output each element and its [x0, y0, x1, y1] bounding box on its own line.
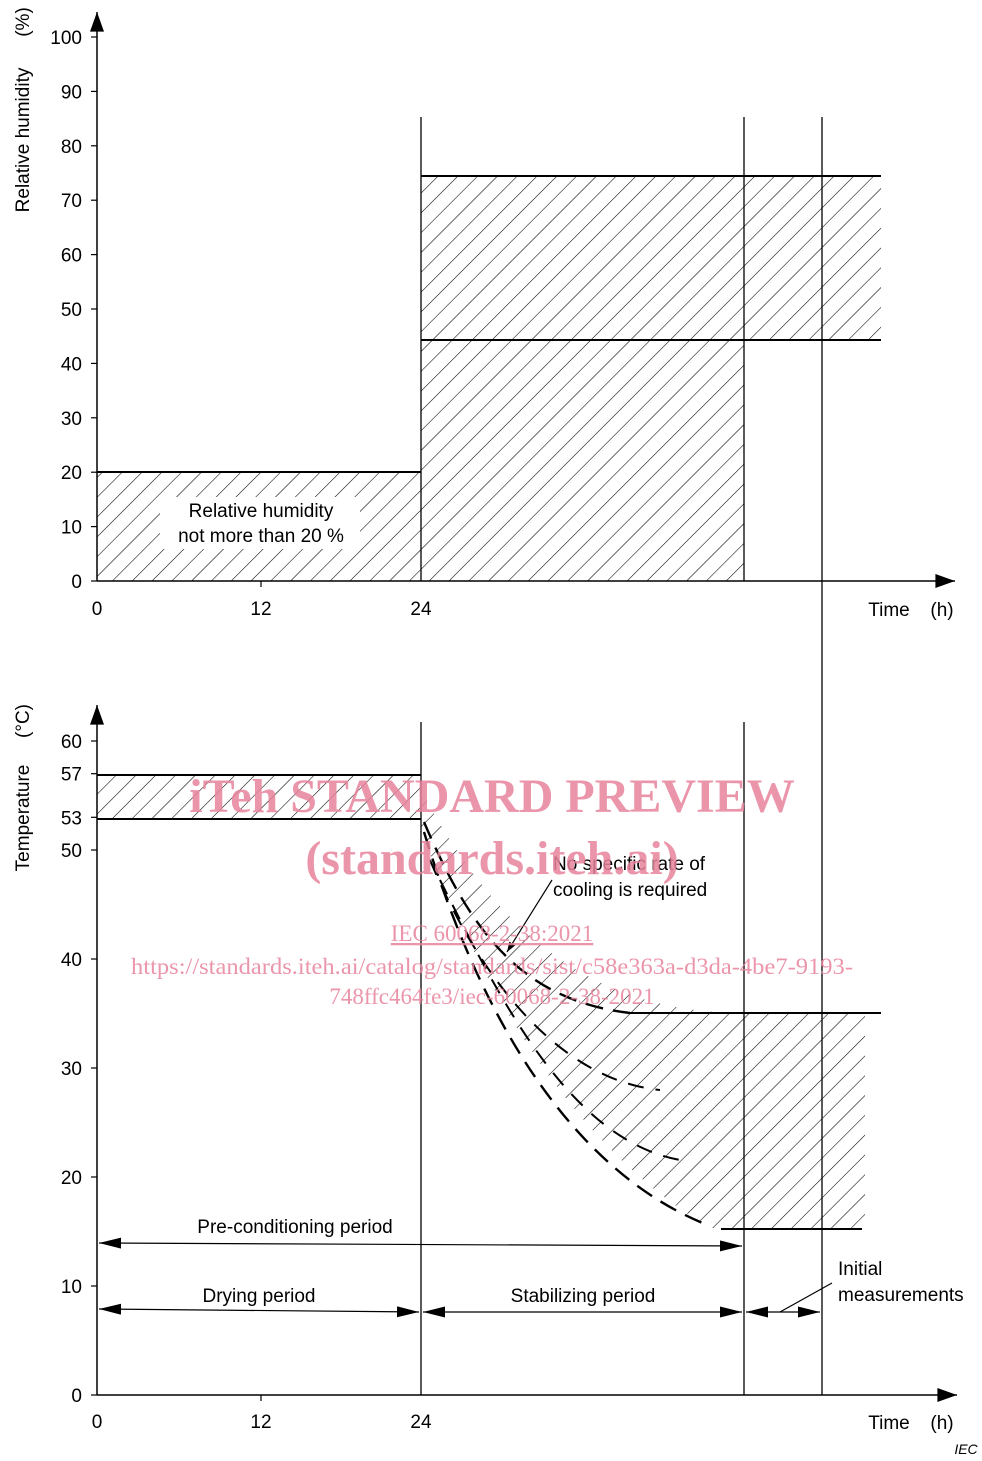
- cooling-region: [421, 790, 744, 1228]
- humidity-y-tick-label-10: 10: [61, 518, 82, 539]
- temperature-y-tick-label-57: 57: [61, 765, 82, 786]
- temperature-y-tick-label-0: 0: [71, 1386, 82, 1407]
- watermark-line3: IEC 60068-2-38:2021: [391, 921, 594, 946]
- humidity-annotation-line1: Relative humidity: [189, 501, 334, 522]
- preconditioning-period-arrow: [98, 1237, 743, 1252]
- humidity-y-axis-unit: (%): [13, 7, 34, 37]
- temperature-y-tick-label-40: 40: [61, 950, 82, 971]
- humidity-y-tick-label-50: 50: [61, 300, 82, 321]
- humidity-y-tick-label-90: 90: [61, 82, 82, 103]
- watermark: iTeh STANDARD PREVIEW (standards.iteh.ai…: [131, 770, 853, 1009]
- humidity-x-axis-label: Time: [868, 600, 910, 621]
- preconditioning-period-label: Pre-conditioning period: [197, 1217, 392, 1238]
- humidity-y-tick-label-80: 80: [61, 137, 82, 158]
- stabilizing-temperature-band: [744, 1013, 865, 1229]
- temperature-y-tick-label-30: 30: [61, 1059, 82, 1080]
- iec-credit: IEC: [954, 1441, 978, 1457]
- humidity-y-tick-label-70: 70: [61, 191, 82, 212]
- humidity-y-tick-label-100: 100: [50, 28, 82, 49]
- drying-period-arrow: [98, 1303, 420, 1318]
- temperature-x-tick-0: 0: [92, 1412, 103, 1433]
- initial-measurements-line1: Initial: [838, 1259, 882, 1280]
- watermark-line5: 748ffc464fe3/iec-60068-2-38-2021: [329, 984, 654, 1009]
- humidity-y-ticks: 0 10 20 30 40 50 60 70 80 90 100: [50, 28, 97, 593]
- temperature-x-tick-24: 24: [410, 1412, 432, 1433]
- drying-temperature-band: [97, 775, 421, 819]
- stabilizing-period-label: Stabilizing period: [511, 1286, 656, 1307]
- humidity-y-tick-label-0: 0: [71, 572, 82, 593]
- watermark-line4: https://standards.iteh.ai/catalog/standa…: [131, 954, 853, 979]
- temperature-y-tick-label-53: 53: [61, 808, 82, 829]
- temperature-x-tick-12: 12: [250, 1412, 271, 1433]
- temperature-y-axis-unit: (°C): [13, 704, 34, 738]
- temperature-y-tick-label-10: 10: [61, 1277, 82, 1298]
- humidity-annotation-line2: not more than 20 %: [178, 526, 344, 547]
- humidity-y-tick-label-20: 20: [61, 463, 82, 484]
- humidity-y-tick-label-60: 60: [61, 246, 82, 267]
- initial-measurements-line2: measurements: [838, 1285, 964, 1306]
- temperature-y-tick-label-60: 60: [61, 732, 82, 753]
- temperature-x-axis-unit: (h): [930, 1413, 953, 1434]
- temperature-chart: No specific rate of cooling is required …: [13, 704, 964, 1434]
- temperature-y-tick-label-20: 20: [61, 1168, 82, 1189]
- cooling-note-arrow: [506, 879, 553, 953]
- cooling-curve-mid2: [439, 879, 681, 1161]
- drying-period-label: Drying period: [203, 1286, 316, 1307]
- temperature-y-tick-label-50: 50: [61, 841, 82, 862]
- humidity-y-tick-label-40: 40: [61, 354, 82, 375]
- watermark-line1: iTeh STANDARD PREVIEW: [189, 770, 794, 823]
- watermark-line2: (standards.iteh.ai): [305, 832, 678, 885]
- humidity-x-tick-12: 12: [250, 599, 271, 620]
- humidity-y-axis-label: Relative humidity: [13, 67, 34, 212]
- humidity-x-tick-24: 24: [410, 599, 432, 620]
- cooling-note-line2: cooling is required: [553, 880, 707, 901]
- temperature-y-ticks: 0 10 20 30 40 50 53 57 60: [61, 732, 97, 1407]
- humidity-y-tick-label-30: 30: [61, 409, 82, 430]
- transition-humidity-region: [421, 340, 744, 581]
- temperature-y-axis-label: Temperature: [13, 765, 34, 872]
- cooling-note-line1: No specific rate of: [553, 854, 706, 875]
- humidity-x-tick-0: 0: [92, 599, 103, 620]
- humidity-x-axis-unit: (h): [930, 600, 953, 621]
- stabilizing-humidity-band: [421, 176, 881, 340]
- humidity-chart: Relative humidity not more than 20 % 0 10…: [13, 7, 956, 621]
- cooling-curve-fast: [422, 821, 631, 1015]
- initial-measurements-leader: [779, 1282, 833, 1313]
- temperature-x-axis-label: Time: [868, 1413, 910, 1434]
